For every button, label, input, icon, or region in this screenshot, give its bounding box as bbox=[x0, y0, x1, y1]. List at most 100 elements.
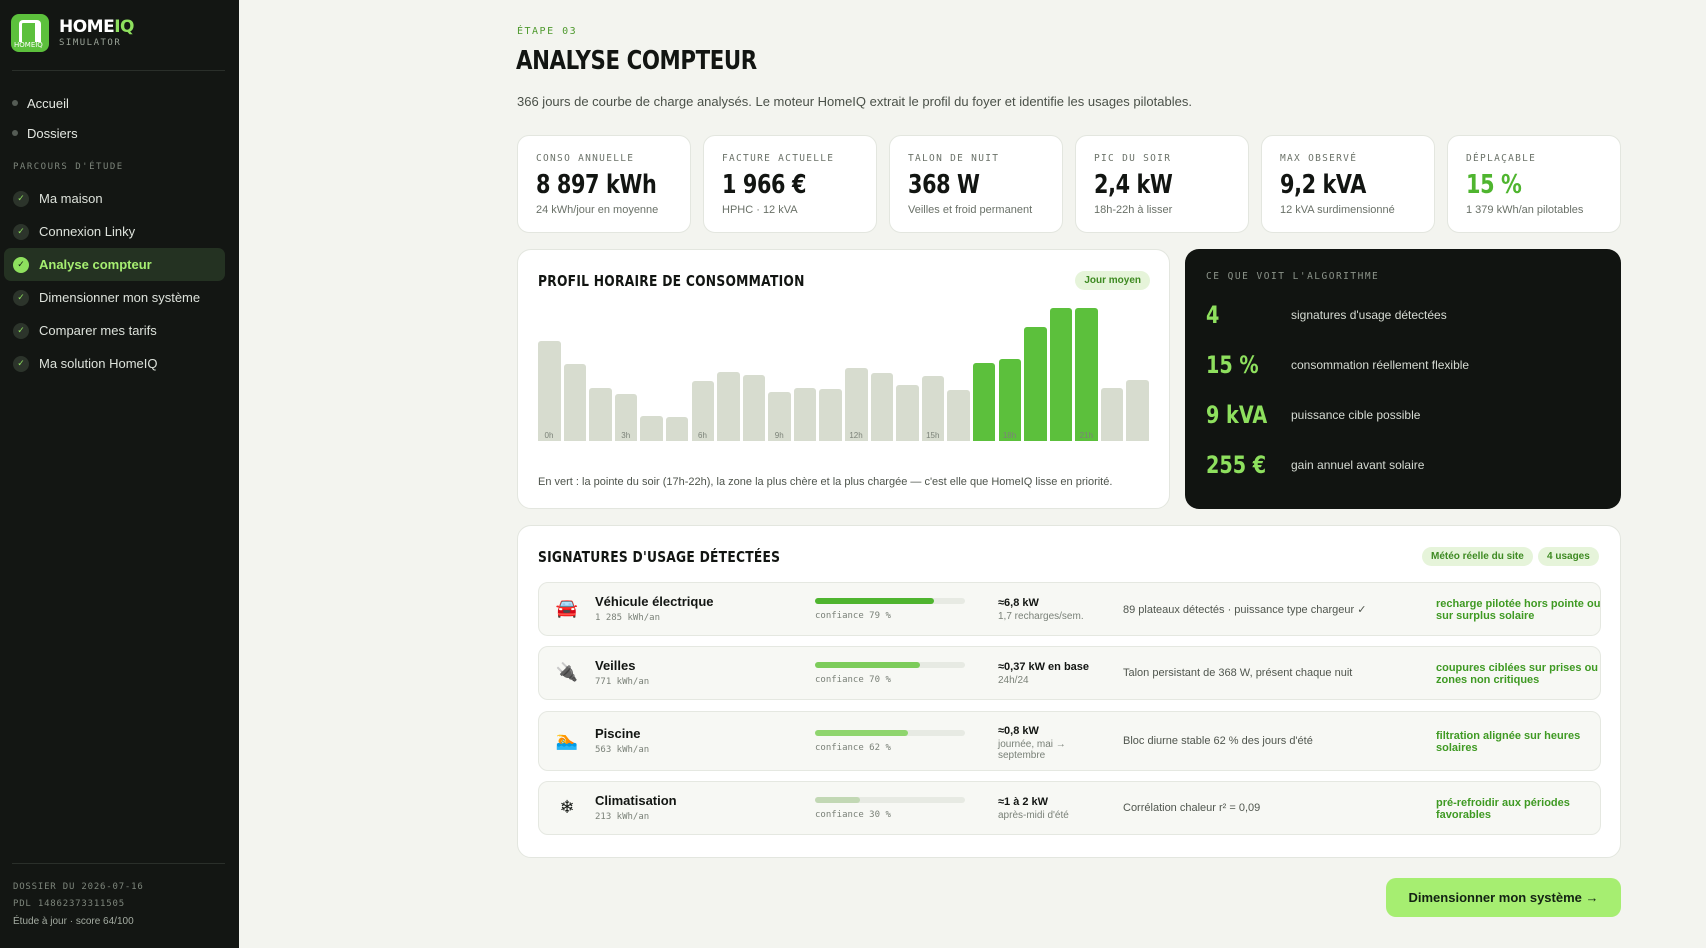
kpi-value: 1 966 € bbox=[722, 170, 807, 200]
bar-21h[interactable] bbox=[1075, 308, 1098, 441]
hourly-profile-card: PROFIL HORAIRE DE CONSOMMATION Jour moye… bbox=[517, 249, 1170, 509]
average-day-badge[interactable]: Jour moyen bbox=[1075, 271, 1150, 290]
bar-12h[interactable] bbox=[845, 367, 868, 441]
confidence-label: confiance 79 % bbox=[815, 611, 891, 621]
signature-kwh: 1 285 kWh/an bbox=[595, 613, 661, 623]
sidebar: HOMEIQ HOMEIQ SIMULATOR Accueil Dossiers… bbox=[0, 0, 239, 948]
confidence-bar bbox=[815, 797, 965, 803]
step-connexion-linky[interactable]: ✓ Connexion Linky bbox=[4, 215, 225, 248]
step-comparer-mes-tarifs[interactable]: ✓ Comparer mes tarifs bbox=[4, 314, 225, 347]
algo-text: gain annuel avant solaire bbox=[1291, 458, 1425, 472]
hourly-bar-chart: 0h 3h 6h 9h 12h 15h 18h 21h bbox=[538, 306, 1152, 441]
bar-8h[interactable] bbox=[742, 374, 766, 441]
power-sub: après-midi d'été bbox=[998, 810, 1069, 821]
plug-icon: 🔌 bbox=[555, 662, 579, 683]
step-dimensionner-mon-systeme[interactable]: ✓ Dimensionner mon système bbox=[4, 281, 225, 314]
check-icon: ✓ bbox=[13, 289, 29, 306]
confidence-bar bbox=[815, 730, 965, 736]
algo-row: 4 signatures d'usage détectées bbox=[1206, 301, 1447, 329]
kpi-conso-annuelle: CONSO ANNUELLE 8 897 kWh 24 kWh/jour en … bbox=[517, 135, 691, 233]
study-steps: ✓ Ma maison ✓ Connexion Linky ✓ Analyse compt… bbox=[4, 182, 225, 380]
bar-0h[interactable] bbox=[538, 341, 561, 441]
bar-16h[interactable] bbox=[947, 390, 970, 441]
confidence-fill bbox=[815, 662, 920, 668]
bar-23h[interactable] bbox=[1126, 379, 1149, 441]
bar-2h[interactable] bbox=[589, 387, 612, 441]
kpi-label: CONSO ANNUELLE bbox=[536, 153, 635, 164]
snowflake-icon: ❄ bbox=[559, 797, 575, 818]
main-nav: Accueil Dossiers bbox=[12, 88, 78, 148]
step-eyebrow: ÉTAPE 03 bbox=[517, 26, 578, 37]
bar-17h[interactable] bbox=[972, 362, 996, 441]
bullet-icon bbox=[12, 130, 18, 136]
kpi-max-observe: MAX OBSERVÉ 9,2 kVA 12 kVA surdimensionn… bbox=[1261, 135, 1435, 233]
bar-3h[interactable] bbox=[614, 394, 638, 441]
check-icon: ✓ bbox=[13, 190, 29, 207]
signature-description: Corrélation chaleur r² = 0,09 bbox=[1123, 802, 1261, 814]
check-icon: ✓ bbox=[13, 256, 29, 273]
weather-badge[interactable]: Météo réelle du site bbox=[1422, 547, 1533, 566]
signature-description: Talon persistant de 368 W, présent chaqu… bbox=[1123, 667, 1353, 679]
bar-22h[interactable] bbox=[1100, 387, 1124, 441]
step-ma-solution-homeiq[interactable]: ✓ Ma solution HomeIQ bbox=[4, 347, 225, 380]
bar-18h[interactable] bbox=[998, 358, 1021, 441]
kpi-value: 2,4 kW bbox=[1094, 170, 1173, 200]
confidence-fill bbox=[815, 598, 934, 604]
step-analyse-compteur[interactable]: ✓ Analyse compteur bbox=[4, 248, 225, 281]
bullet-icon bbox=[12, 100, 18, 106]
signature-kwh: 771 kWh/an bbox=[595, 677, 650, 687]
brand-name: HOMEIQ bbox=[59, 17, 134, 37]
signature-action: filtration alignée sur heures solaires bbox=[1436, 730, 1581, 754]
bar-14h[interactable] bbox=[896, 385, 919, 441]
steps-section-label: PARCOURS D'ÉTUDE bbox=[13, 162, 124, 172]
kpi-talon-de-nuit: TALON DE NUIT 368 W Veilles et froid per… bbox=[889, 135, 1063, 233]
bar-5h[interactable] bbox=[665, 417, 689, 441]
bar-15h[interactable] bbox=[921, 375, 945, 441]
size-system-button[interactable]: Dimensionner mon système → bbox=[1386, 878, 1621, 917]
algo-row: 15 % consommation réellement flexible bbox=[1206, 351, 1469, 379]
bar-20h[interactable] bbox=[1049, 308, 1073, 441]
kpi-sub: Veilles et froid permanent bbox=[908, 204, 1033, 216]
bar-13h[interactable] bbox=[870, 373, 894, 441]
kpi-value: 8 897 kWh bbox=[536, 170, 657, 200]
bar-10h[interactable] bbox=[793, 387, 817, 441]
bar-7h[interactable] bbox=[717, 371, 740, 441]
kpi-label: MAX OBSERVÉ bbox=[1280, 153, 1358, 164]
kpi-facture-actuelle: FACTURE ACTUELLE 1 966 € HPHC · 12 kVA bbox=[703, 135, 877, 233]
page-description: 366 jours de courbe de charge analysés. … bbox=[517, 94, 1192, 109]
algo-value: 255 € bbox=[1206, 451, 1267, 479]
brand[interactable]: HOMEIQ HOMEIQ SIMULATOR bbox=[11, 14, 134, 52]
signature-name: Véhicule électrique bbox=[595, 594, 714, 609]
signature-row-veilles[interactable]: 🔌 Veilles 771 kWh/an confiance 70 % ≈0,3… bbox=[538, 646, 1601, 700]
kpi-sub: HPHC · 12 kVA bbox=[722, 204, 798, 216]
signature-row-vehicule-electrique[interactable]: 🚘 Véhicule électrique 1 285 kWh/an confi… bbox=[538, 582, 1601, 636]
tick-label-9h: 9h bbox=[774, 431, 784, 440]
confidence-bar bbox=[815, 662, 965, 668]
algo-text: consommation réellement flexible bbox=[1291, 358, 1470, 372]
tick-label-0h: 0h bbox=[544, 431, 554, 440]
signature-action: recharge pilotée hors pointe ou sur surp… bbox=[1436, 598, 1601, 622]
bar-9h[interactable] bbox=[768, 391, 791, 441]
bar-19h[interactable] bbox=[1024, 326, 1047, 441]
nav-item-dossiers[interactable]: Dossiers bbox=[12, 118, 78, 148]
signatures-title: SIGNATURES D'USAGE DÉTECTÉES bbox=[538, 548, 781, 566]
signature-row-piscine[interactable]: 🏊 Piscine 563 kWh/an confiance 62 % ≈0,8… bbox=[538, 711, 1601, 771]
bar-6h[interactable] bbox=[691, 381, 714, 441]
power-value: ≈0,8 kW bbox=[998, 725, 1039, 737]
kpi-value: 9,2 kVA bbox=[1280, 170, 1366, 200]
algo-text: puissance cible possible bbox=[1291, 408, 1421, 422]
tick-label-21h: 21h bbox=[1079, 431, 1093, 440]
nav-item-accueil[interactable]: Accueil bbox=[12, 88, 78, 118]
step-ma-maison[interactable]: ✓ Ma maison bbox=[4, 182, 225, 215]
brand-subtitle: SIMULATOR bbox=[59, 38, 122, 48]
usage-count-badge[interactable]: 4 usages bbox=[1538, 547, 1599, 566]
kpi-sub: 18h-22h à lisser bbox=[1094, 204, 1173, 216]
signature-row-climatisation[interactable]: ❄ Climatisation 213 kWh/an confiance 30 … bbox=[538, 781, 1601, 835]
bar-11h[interactable] bbox=[819, 389, 842, 441]
kpi-row: CONSO ANNUELLE 8 897 kWh 24 kWh/jour en … bbox=[517, 135, 1621, 233]
tick-label-6h: 6h bbox=[698, 431, 707, 440]
step-label: Dimensionner mon système bbox=[39, 290, 201, 305]
kpi-value: 15 % bbox=[1466, 170, 1522, 200]
bar-4h[interactable] bbox=[640, 415, 663, 441]
bar-1h[interactable] bbox=[563, 363, 587, 441]
